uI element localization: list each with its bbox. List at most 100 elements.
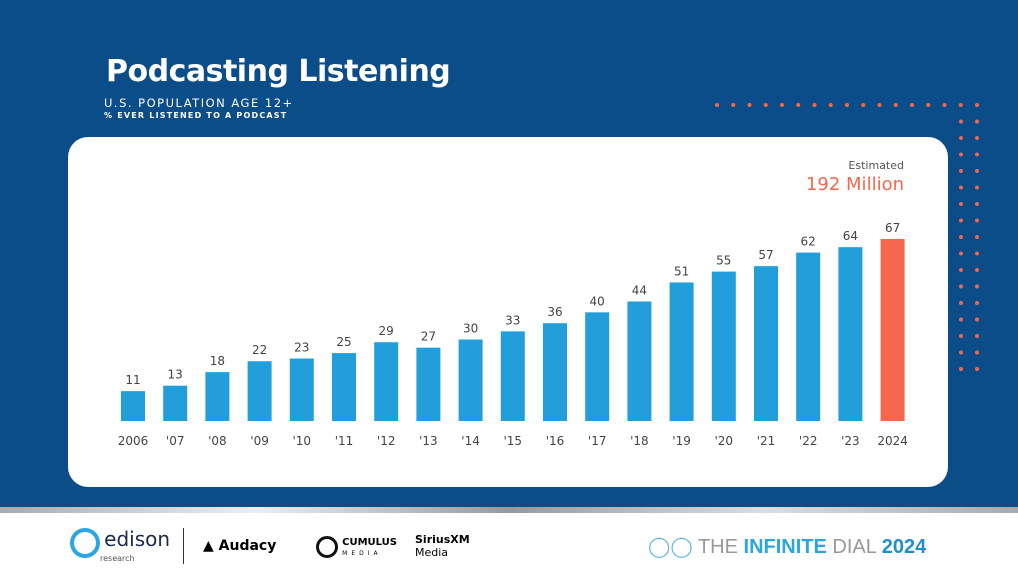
dot xyxy=(958,103,963,107)
x-tick-label: '12 xyxy=(377,434,396,448)
dot xyxy=(812,103,817,107)
divider xyxy=(0,507,1018,513)
bar xyxy=(289,358,314,421)
x-tick-label: '08 xyxy=(208,434,227,448)
dot xyxy=(845,103,849,107)
siriusxm-logo: SiriusXM Media xyxy=(415,533,470,559)
bar xyxy=(669,282,694,421)
data-label: 57 xyxy=(758,248,773,262)
bar xyxy=(121,391,145,421)
data-label: 22 xyxy=(252,343,267,357)
data-label: 67 xyxy=(885,221,900,235)
data-label: 44 xyxy=(632,283,647,297)
cumulus-logo: CUMULUS MEDIA xyxy=(316,536,397,558)
edison-logo: edison research xyxy=(70,527,170,563)
x-tick-label: '15 xyxy=(504,434,523,448)
dot xyxy=(975,169,979,173)
dot xyxy=(747,103,752,107)
dot xyxy=(975,268,979,272)
dot xyxy=(975,235,979,239)
edison-logo-icon xyxy=(70,527,100,558)
bar xyxy=(880,239,905,421)
page-title: Podcasting Listening xyxy=(106,54,451,89)
dot xyxy=(959,301,963,305)
subtitle-measure: % EVER LISTENED TO A PODCAST xyxy=(104,111,288,120)
dot xyxy=(975,251,979,256)
dot xyxy=(926,103,931,107)
bar xyxy=(374,342,399,421)
dot xyxy=(959,350,963,355)
x-tick-label: '11 xyxy=(335,434,354,448)
x-tick-label: '17 xyxy=(588,434,607,448)
bar xyxy=(585,312,610,421)
dot xyxy=(975,152,979,157)
dot xyxy=(959,334,963,338)
data-label: 29 xyxy=(379,324,394,338)
data-label: 27 xyxy=(421,330,436,344)
dot xyxy=(975,136,979,140)
data-label: 40 xyxy=(590,294,605,308)
data-label: 36 xyxy=(547,305,562,319)
dot xyxy=(959,136,963,140)
data-label: 23 xyxy=(294,341,309,355)
dot xyxy=(877,103,882,107)
x-tick-label: '07 xyxy=(166,434,185,448)
dot xyxy=(975,284,979,289)
x-tick-label: 2024 xyxy=(877,434,908,448)
dot xyxy=(828,103,833,107)
bar xyxy=(838,247,863,421)
bar xyxy=(332,353,356,421)
data-label: 25 xyxy=(336,335,351,349)
x-tick-label: '10 xyxy=(293,434,312,448)
dot xyxy=(910,103,914,107)
x-tick-label: 2006 xyxy=(118,434,149,448)
data-label: 55 xyxy=(716,254,731,268)
dot xyxy=(780,103,784,107)
dot xyxy=(959,169,963,173)
subtitle: U.S. POPULATION AGE 12+ xyxy=(104,96,294,110)
dot xyxy=(959,218,963,223)
dot xyxy=(796,103,801,107)
bar xyxy=(543,323,567,421)
infinite-dial-logo: ◯◯ THE INFINITE DIAL 2024 xyxy=(648,536,927,558)
bar xyxy=(754,266,778,421)
data-label: 62 xyxy=(801,235,816,249)
data-label: 51 xyxy=(674,264,689,278)
data-label: 64 xyxy=(843,229,858,243)
bar xyxy=(205,372,230,421)
cumulus-icon xyxy=(316,536,338,558)
dot xyxy=(959,367,963,371)
bar xyxy=(416,347,441,421)
dot xyxy=(975,317,979,322)
x-tick-label: '14 xyxy=(461,434,480,448)
dot xyxy=(942,103,947,107)
bar xyxy=(458,339,483,421)
dot xyxy=(975,350,979,355)
dot xyxy=(959,235,963,239)
infinite-icon: ◯◯ xyxy=(648,536,693,558)
x-tick-label: '16 xyxy=(546,434,565,448)
dot xyxy=(975,202,979,206)
x-tick-label: '09 xyxy=(250,434,269,448)
data-label: 18 xyxy=(210,354,225,368)
bar xyxy=(163,385,188,421)
dot xyxy=(975,334,979,338)
x-tick-label: '21 xyxy=(757,434,776,448)
decorative-dots xyxy=(715,103,979,371)
bar xyxy=(500,331,525,421)
x-tick-label: '19 xyxy=(672,434,691,448)
x-tick-label: '23 xyxy=(841,434,860,448)
x-tick-label: '22 xyxy=(799,434,818,448)
bar-chart: 11 2006 13 '07 18 '08 22 '09 23 '10 25 '11 29 '12 27 '1… xyxy=(118,221,908,448)
estimated-label: Estimated xyxy=(848,159,904,172)
dot xyxy=(959,152,963,157)
dot xyxy=(959,202,963,206)
dot xyxy=(959,119,963,124)
x-tick-label: '18 xyxy=(630,434,649,448)
data-label: 30 xyxy=(463,322,478,336)
bar xyxy=(247,361,272,421)
dot xyxy=(731,103,736,107)
dot xyxy=(959,317,963,322)
dot xyxy=(715,103,719,107)
data-label: 13 xyxy=(168,368,183,382)
